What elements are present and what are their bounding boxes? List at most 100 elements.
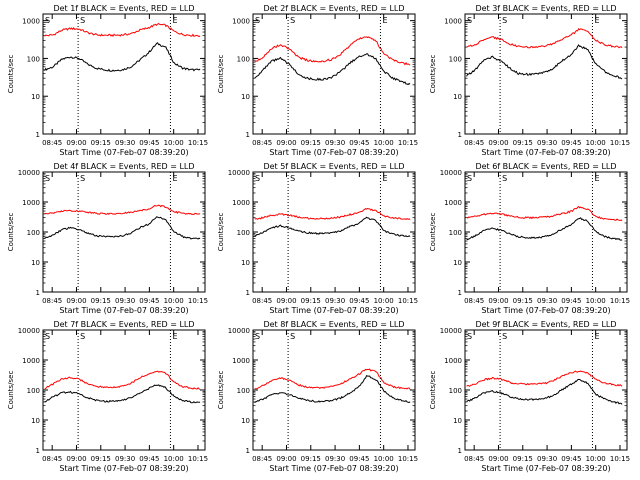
start-marker-label: S <box>502 174 507 183</box>
y-tick-label: 1000 <box>22 357 40 365</box>
series-line-lld <box>44 23 201 38</box>
x-tick-label: 09:45 <box>139 297 159 305</box>
series-line-lld <box>254 368 411 390</box>
corner-marker-label: S <box>45 174 50 183</box>
y-axis-label: Counts/sec <box>429 371 437 410</box>
x-tick-label: 09:30 <box>325 455 345 463</box>
y-tick-label: 1000 <box>232 357 250 365</box>
y-tick-label: 1000 <box>444 18 462 26</box>
start-marker-label: S <box>290 16 295 25</box>
x-axis-label: Start Time (07-Feb-07 08:39:20) <box>59 464 188 473</box>
x-tick-label: 10:15 <box>188 455 208 463</box>
start-marker-label: S <box>80 332 85 341</box>
start-marker-label: S <box>290 332 295 341</box>
x-tick-label: 09:15 <box>513 139 533 147</box>
series-line-lld <box>466 27 623 49</box>
y-tick-label: 10000 <box>18 327 40 335</box>
y-tick-label: 100 <box>237 387 250 395</box>
series-line-events <box>254 216 411 238</box>
x-tick-label: 09:15 <box>91 455 111 463</box>
x-tick-label: 09:15 <box>301 455 321 463</box>
panel-det-1: Det 1f BLACK = Events, RED = LLD 1 10 100 10… <box>7 4 208 157</box>
y-tick-label: 1 <box>246 447 250 455</box>
x-tick-label: 09:00 <box>276 139 296 147</box>
x-tick-label: 10:15 <box>398 297 418 305</box>
x-tick-label: 09:00 <box>488 455 508 463</box>
y-tick-label: 10 <box>453 259 462 267</box>
y-axis-label: Counts/sec <box>217 55 225 94</box>
corner-marker-label: S <box>467 332 472 341</box>
y-tick-label: 1 <box>458 289 462 297</box>
x-tick-label: 08:45 <box>42 139 62 147</box>
y-tick-label: 1000 <box>232 18 250 26</box>
end-marker-label: E <box>172 16 177 25</box>
x-tick-label: 09:45 <box>349 297 369 305</box>
y-axis-label: Counts/sec <box>7 213 15 252</box>
panel-det-7: Det 7f BLACK = Events, RED = LLD 1 10 100 10… <box>7 320 208 473</box>
x-tick-label: 08:45 <box>252 297 272 305</box>
plot-frame <box>42 329 206 451</box>
series-line-lld <box>466 205 623 222</box>
panel-det-2: Det 2f BLACK = Events, RED = LLD 1 10 100 10… <box>217 4 418 157</box>
start-marker-label: S <box>290 174 295 183</box>
series-line-lld <box>44 370 201 390</box>
x-tick-label: 10:15 <box>610 297 630 305</box>
x-tick-label: 10:00 <box>586 139 606 147</box>
x-tick-label: 09:15 <box>301 139 321 147</box>
x-tick-label: 09:15 <box>513 455 533 463</box>
x-tick-label: 09:30 <box>115 139 135 147</box>
panel-det-8: Det 8f BLACK = Events, RED = LLD 1 10 100 10… <box>217 320 418 473</box>
y-tick-label: 100 <box>27 55 40 63</box>
end-marker-label: E <box>382 332 387 341</box>
x-tick-label: 10:00 <box>586 455 606 463</box>
y-axis-label: Counts/sec <box>217 371 225 410</box>
corner-marker-label: S <box>45 16 50 25</box>
panel-title: Det 2f BLACK = Events, RED = LLD <box>263 4 404 13</box>
y-tick-label: 100 <box>449 55 462 63</box>
x-axis-label: Start Time (07-Feb-07 08:39:20) <box>59 148 188 157</box>
end-marker-label: E <box>594 16 599 25</box>
y-tick-label: 10 <box>241 417 250 425</box>
x-tick-label: 09:30 <box>537 455 557 463</box>
series-line-lld <box>254 207 411 220</box>
x-tick-label: 09:45 <box>349 139 369 147</box>
x-tick-label: 10:15 <box>398 455 418 463</box>
x-tick-label: 09:30 <box>115 297 135 305</box>
x-tick-label: 09:00 <box>488 139 508 147</box>
series-line-events <box>44 42 201 72</box>
x-tick-label: 09:45 <box>139 139 159 147</box>
x-tick-label: 10:15 <box>610 139 630 147</box>
x-tick-label: 09:30 <box>325 297 345 305</box>
y-tick-label: 10000 <box>440 327 462 335</box>
panel-title: Det 5f BLACK = Events, RED = LLD <box>263 162 404 171</box>
panel-title: Det 9f BLACK = Events, RED = LLD <box>475 320 616 329</box>
x-tick-label: 09:00 <box>276 297 296 305</box>
series-line-events <box>254 375 411 404</box>
corner-marker-label: S <box>467 16 472 25</box>
y-tick-label: 100 <box>449 387 462 395</box>
y-tick-label: 10 <box>31 417 40 425</box>
series-line-events <box>466 44 623 80</box>
corner-marker-label: S <box>255 174 260 183</box>
y-tick-label: 10 <box>31 259 40 267</box>
x-tick-label: 08:45 <box>252 139 272 147</box>
end-marker-label: E <box>172 174 177 183</box>
x-tick-label: 09:15 <box>513 297 533 305</box>
x-tick-label: 09:00 <box>276 455 296 463</box>
end-marker-label: E <box>594 332 599 341</box>
corner-marker-label: S <box>255 16 260 25</box>
x-tick-label: 09:00 <box>488 297 508 305</box>
x-tick-label: 10:15 <box>610 455 630 463</box>
panel-title: Det 3f BLACK = Events, RED = LLD <box>475 4 616 13</box>
x-axis-label: Start Time (07-Feb-07 08:39:20) <box>269 148 398 157</box>
x-axis-label: Start Time (07-Feb-07 08:39:20) <box>269 464 398 473</box>
end-marker-label: E <box>172 332 177 341</box>
y-tick-label: 100 <box>237 229 250 237</box>
series-line-lld <box>254 36 411 66</box>
x-tick-label: 10:15 <box>188 297 208 305</box>
y-tick-label: 10 <box>453 93 462 101</box>
y-tick-label: 1 <box>36 131 40 139</box>
x-tick-label: 09:00 <box>66 139 86 147</box>
y-tick-label: 100 <box>27 229 40 237</box>
